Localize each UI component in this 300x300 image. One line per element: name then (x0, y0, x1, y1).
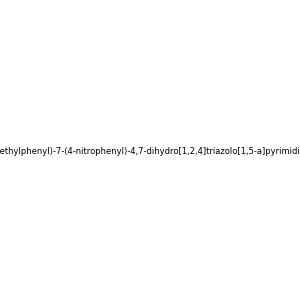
Text: 5-methyl-N-(2-methylphenyl)-7-(4-nitrophenyl)-4,7-dihydro[1,2,4]triazolo[1,5-a]p: 5-methyl-N-(2-methylphenyl)-7-(4-nitroph… (0, 147, 300, 156)
